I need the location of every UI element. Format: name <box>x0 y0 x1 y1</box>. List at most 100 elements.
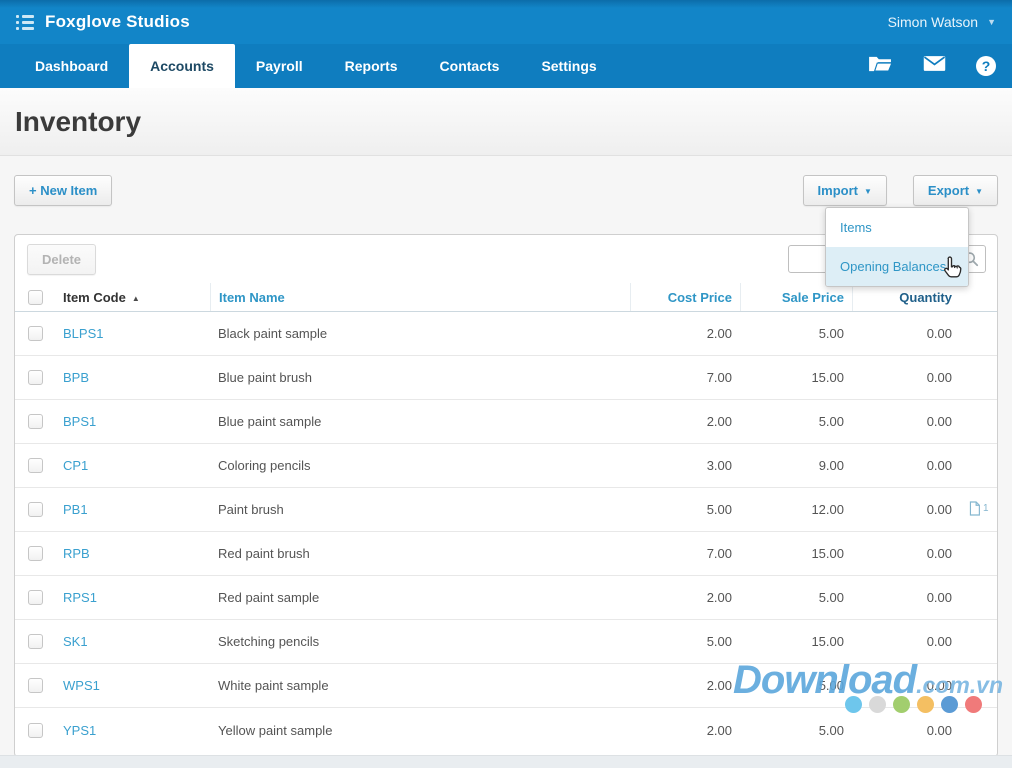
cost-price-cell: 2.00 <box>706 722 732 738</box>
cost-price-cell: 2.00 <box>706 590 732 605</box>
column-header-quantity[interactable]: Quantity <box>852 283 960 311</box>
item-code-cell: RPS1 <box>55 590 210 605</box>
sale-price-cell: 5.00 <box>818 326 844 341</box>
item-code-link[interactable]: SK1 <box>63 634 88 649</box>
table-row: SK1 Sketching pencils 5.00 15.00 0.00 <box>15 620 997 664</box>
item-code-link[interactable]: WPS1 <box>63 678 100 693</box>
row-checkbox[interactable] <box>15 326 55 341</box>
item-code-link[interactable]: RPS1 <box>63 590 97 605</box>
chevron-down-icon: ▼ <box>863 187 872 196</box>
export-button[interactable]: Export ▼ <box>912 175 998 206</box>
row-checkbox[interactable] <box>15 634 55 649</box>
cost-price-cell: 5.00 <box>706 634 732 649</box>
item-name-cell: Blue paint brush <box>218 370 312 385</box>
item-name-cell: Yellow paint sample <box>218 722 333 738</box>
chevron-down-icon: ▼ <box>987 17 996 27</box>
import-export-group: Import ▼ Export ▼ <box>802 175 998 206</box>
item-code-link[interactable]: BPS1 <box>63 414 97 429</box>
item-name-cell: Red paint sample <box>218 590 320 605</box>
quantity-cell: 0.00 <box>926 370 952 385</box>
nav-tab-label: Settings <box>541 58 597 74</box>
document-icon <box>969 500 980 516</box>
row-checkbox[interactable] <box>15 414 55 429</box>
export-button-label: Export <box>927 183 970 198</box>
inventory-panel: Delete Item Code ▲ Item Name Cost Price S… <box>14 234 998 757</box>
cost-price-cell: 7.00 <box>706 546 732 561</box>
row-checkbox[interactable] <box>15 370 55 385</box>
item-name-cell: Black paint sample <box>218 326 328 341</box>
column-header-sale-price[interactable]: Sale Price <box>740 283 852 311</box>
bottom-strip <box>0 755 1012 768</box>
nav-tabs: Dashboard Accounts Payroll Reports Conta… <box>14 44 618 88</box>
item-code-cell: PB1 <box>55 502 210 517</box>
column-header-item-code[interactable]: Item Code ▲ <box>55 290 210 305</box>
column-header-item-name[interactable]: Item Name <box>210 283 630 311</box>
user-menu[interactable]: Simon Watson ▼ <box>888 14 996 30</box>
org-list-icon[interactable] <box>16 14 34 30</box>
cost-price-cell: 5.00 <box>706 502 732 517</box>
nav-tab-contacts[interactable]: Contacts <box>419 44 521 88</box>
import-button-label: Import <box>817 183 858 198</box>
quantity-cell: 0.00 <box>926 634 952 649</box>
column-header-cost-price[interactable]: Cost Price <box>630 283 740 311</box>
row-checkbox[interactable] <box>15 502 55 517</box>
import-menu-item-items[interactable]: Items <box>840 220 872 235</box>
table-row: PB1 Paint brush 5.00 12.00 0.00 1 <box>15 488 997 532</box>
item-code-link[interactable]: YPS1 <box>63 722 97 738</box>
item-code-link[interactable]: BLPS1 <box>63 326 104 341</box>
user-name: Simon Watson <box>887 14 979 30</box>
mouse-cursor-hand-icon <box>938 255 965 287</box>
item-name-cell: Red paint brush <box>218 546 310 561</box>
item-code-link[interactable]: CP1 <box>63 458 89 473</box>
cost-price-cell: 3.00 <box>706 458 732 473</box>
sale-price-cell: 15.00 <box>811 546 844 561</box>
files-folder-icon[interactable] <box>868 54 893 78</box>
sort-asc-icon: ▲ <box>131 293 140 303</box>
chevron-down-icon: ▼ <box>975 187 983 196</box>
attachment-count: 1 <box>983 502 989 514</box>
inbox-envelope-icon[interactable] <box>923 55 946 77</box>
nav-icons: ? <box>868 44 996 88</box>
top-bar: Foxglove Studios Simon Watson ▼ <box>0 0 1012 44</box>
table-body: BLPS1 Black paint sample 2.00 5.00 0.00 … <box>15 312 997 752</box>
nav-tab-settings[interactable]: Settings <box>520 44 617 88</box>
nav-tab-label: Reports <box>344 58 398 74</box>
select-all-checkbox[interactable] <box>15 289 55 305</box>
row-checkbox[interactable] <box>15 678 55 693</box>
item-code-cell: BLPS1 <box>55 326 210 341</box>
quantity-cell: 0.00 <box>926 502 952 517</box>
cost-price-cell: 7.00 <box>706 370 732 385</box>
import-button[interactable]: Import ▼ <box>802 175 887 206</box>
nav-tab-dashboard[interactable]: Dashboard <box>14 44 129 88</box>
sale-price-cell: 12.00 <box>811 502 844 517</box>
sale-price-cell: 5.00 <box>818 590 844 605</box>
nav-tab-accounts[interactable]: Accounts <box>129 44 235 88</box>
page-header: Inventory <box>0 88 1012 156</box>
delete-button[interactable]: Delete <box>27 243 97 275</box>
item-code-cell: BPB <box>55 370 210 385</box>
nav-tab-payroll[interactable]: Payroll <box>235 44 324 88</box>
nav-tab-label: Contacts <box>439 58 500 74</box>
nav-tab-label: Payroll <box>255 58 303 74</box>
row-checkbox[interactable] <box>15 722 55 738</box>
sale-price-cell: 5.00 <box>818 414 844 429</box>
row-checkbox[interactable] <box>15 546 55 561</box>
table-row: BPS1 Blue paint sample 2.00 5.00 0.00 <box>15 400 997 444</box>
cost-price-cell: 2.00 <box>706 414 732 429</box>
row-checkbox[interactable] <box>15 590 55 605</box>
item-name-cell: Blue paint sample <box>218 414 322 429</box>
nav-tab-reports[interactable]: Reports <box>324 44 419 88</box>
item-code-link[interactable]: PB1 <box>63 502 88 517</box>
table-row: BLPS1 Black paint sample 2.00 5.00 0.00 <box>15 312 997 356</box>
row-checkbox[interactable] <box>15 458 55 473</box>
org-name[interactable]: Foxglove Studios <box>45 12 190 31</box>
import-menu-item-opening-balances[interactable]: Opening Balances <box>826 247 968 286</box>
item-code-link[interactable]: RPB <box>63 546 90 561</box>
quantity-cell: 0.00 <box>926 678 952 693</box>
new-item-button[interactable]: + New Item <box>14 175 113 206</box>
page-title: Inventory <box>15 105 142 137</box>
help-icon[interactable]: ? <box>976 56 996 76</box>
item-code-link[interactable]: BPB <box>63 370 90 385</box>
table-row: YPS1 Yellow paint sample 2.00 5.00 0.00 <box>15 708 997 752</box>
